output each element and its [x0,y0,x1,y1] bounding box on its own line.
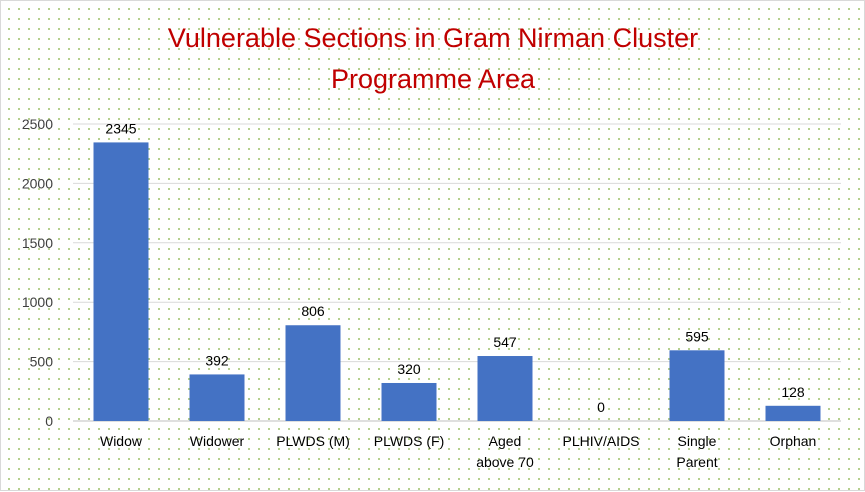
x-tick-label: Single [678,433,717,449]
data-label: 0 [597,399,605,415]
x-tick-label: Aged [489,433,522,449]
data-label: 547 [493,334,517,350]
data-label: 392 [205,352,229,368]
x-tick-label: Parent [676,454,717,470]
bar [381,382,437,421]
bar [765,405,821,421]
data-label: 320 [397,361,421,377]
bar [189,374,245,421]
y-tick-label: 2500 [22,116,53,132]
y-tick-label: 500 [30,354,54,370]
bar [669,350,725,421]
chart-title-line-1: Vulnerable Sections in Gram Nirman Clust… [168,23,698,53]
x-tick-label: Widow [100,433,143,449]
bar [93,142,149,421]
x-tick-label: PLWDS (F) [374,433,445,449]
y-tick-label: 1500 [22,235,53,251]
y-tick-label: 2000 [22,175,53,191]
x-tick-label: PLHIV/AIDS [562,433,639,449]
x-tick-label: PLWDS (M) [276,433,350,449]
chart-title-line-2: Programme Area [331,64,536,94]
data-label: 595 [685,328,709,344]
data-label: 128 [781,384,805,400]
x-tick-label: above 70 [476,454,534,470]
y-tick-label: 1000 [22,294,53,310]
x-tick-label: Orphan [770,433,817,449]
data-label: 2345 [105,120,136,136]
y-tick-label: 0 [45,413,53,429]
bar [477,356,533,421]
bar [285,325,341,421]
data-label: 806 [301,303,325,319]
x-tick-label: Widower [190,433,245,449]
